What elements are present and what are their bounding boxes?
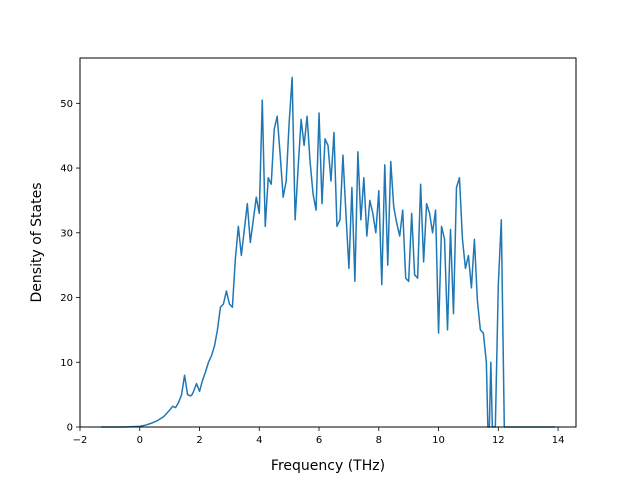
dos-series-line-0 xyxy=(100,76,556,428)
y-tick-label: 0 xyxy=(67,423,73,434)
axes-frame xyxy=(79,57,577,428)
y-tick-label: 50 xyxy=(60,99,73,110)
x-axis-label: Frequency (THz) xyxy=(271,458,385,474)
y-tick-label: 40 xyxy=(60,164,73,175)
x-tick-label: 0 xyxy=(137,435,143,446)
x-tick-label: 8 xyxy=(376,435,382,446)
y-tick-label: 30 xyxy=(60,228,73,239)
plot-area xyxy=(100,76,556,428)
y-tick-label: 20 xyxy=(60,293,73,304)
x-tick-label: 6 xyxy=(316,435,322,446)
x-tick-label: 4 xyxy=(256,435,262,446)
y-tick-label: 10 xyxy=(60,358,73,369)
x-tick-label: −2 xyxy=(73,435,88,446)
x-tick-label: 14 xyxy=(552,435,565,446)
y-axis-label: Density of States xyxy=(29,183,45,303)
x-tick-label: 12 xyxy=(492,435,505,446)
x-tick-label: 2 xyxy=(196,435,202,446)
x-tick-label: 10 xyxy=(432,435,445,446)
